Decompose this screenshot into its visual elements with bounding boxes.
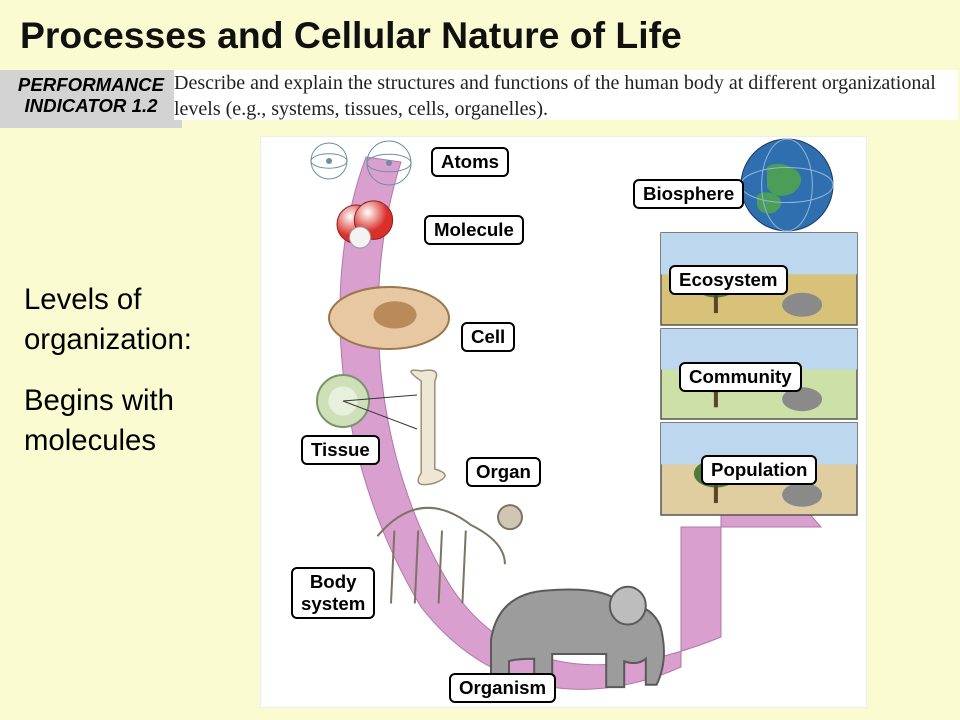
indicator-description: Describe and explain the structures and … (174, 70, 958, 120)
level-label-bodysystem: Bodysystem (291, 567, 375, 619)
slide: { "page": { "bg_color": "#fbfbd2", "widt… (0, 0, 960, 720)
level-label-tissue: Tissue (301, 435, 380, 465)
badge-line2: INDICATOR 1.2 (6, 95, 176, 116)
diagram-svg (261, 137, 866, 707)
level-label-molecule: Molecule (424, 215, 524, 245)
level-label-ecosystem: Ecosystem (669, 265, 788, 295)
performance-indicator-badge: PERFORMANCE INDICATOR 1.2 (0, 70, 182, 128)
slide-title: Processes and Cellular Nature of Life (20, 14, 682, 57)
levels-of-organization-diagram: Atoms Molecule Cell Tissue Organ Bodysystem Or… (260, 136, 867, 708)
level-label-biosphere: Biosphere (633, 179, 744, 209)
level-label-organism: Organism (449, 673, 556, 703)
side-text-line2: Begins with molecules (24, 381, 244, 460)
badge-line1: PERFORMANCE (6, 74, 176, 95)
level-label-cell: Cell (461, 322, 515, 352)
level-label-population: Population (701, 455, 817, 485)
side-text: Levels of organization: Begins with mole… (24, 280, 244, 460)
level-label-community: Community (679, 362, 802, 392)
side-text-line1: Levels of organization: (24, 280, 244, 359)
level-label-organ: Organ (466, 457, 541, 487)
level-label-atoms: Atoms (431, 147, 509, 177)
